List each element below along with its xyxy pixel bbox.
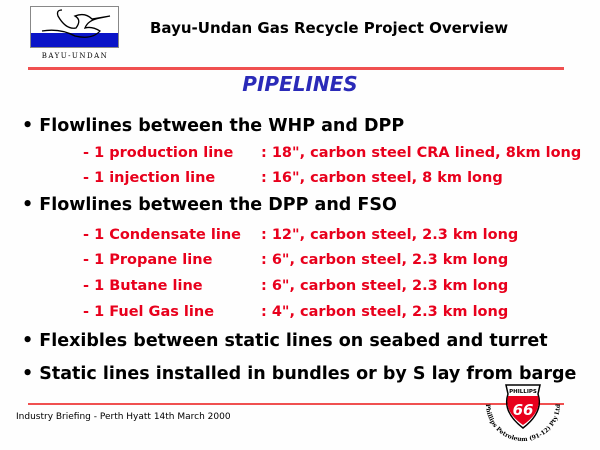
bayu-undan-logo: BAYU-UNDAN [30, 6, 119, 60]
slide-header-title: Bayu-Undan Gas Recycle Project Overview [150, 19, 509, 37]
bullet-whp-dpp: • Flowlines between the WHP and DPP [22, 116, 405, 136]
slide-heading: PIPELINES [242, 72, 358, 96]
item-value: : 16", carbon steel, 8 km long [261, 170, 503, 186]
item-label: - 1 Condensate line [83, 227, 241, 243]
svg-text:PHILLIPS: PHILLIPS [509, 389, 537, 395]
bullet-flexibles: • Flexibles between static lines on seab… [22, 331, 548, 351]
item-value: : 6", carbon steel, 2.3 km long [261, 252, 509, 268]
footer-divider [28, 403, 564, 405]
item-label: - 1 Fuel Gas line [83, 304, 215, 320]
svg-text:BAYU-UNDAN: BAYU-UNDAN [42, 52, 109, 60]
item-label: - 1 production line [83, 145, 234, 161]
svg-text:66: 66 [513, 401, 534, 419]
item-label: - 1 Butane line [83, 278, 203, 294]
item-label: - 1 injection line [83, 170, 216, 186]
bullet-dpp-fso: • Flowlines between the DPP and FSO [22, 195, 397, 215]
footer-text: Industry Briefing - Perth Hyatt 14th Mar… [16, 412, 231, 422]
item-label: - 1 Propane line [83, 252, 213, 268]
header-divider [28, 67, 564, 70]
item-value: : 12", carbon steel, 2.3 km long [261, 227, 519, 243]
item-value: : 6", carbon steel, 2.3 km long [261, 278, 509, 294]
item-value: : 18", carbon steel CRA lined, 8km long [261, 145, 582, 161]
bullet-static-lines: • Static lines installed in bundles or b… [22, 364, 577, 384]
phillips-66-logo: PHILLIPS 66 Phillips Petroleum (91-12) P… [484, 384, 562, 443]
item-value: : 4", carbon steel, 2.3 km long [261, 304, 509, 320]
